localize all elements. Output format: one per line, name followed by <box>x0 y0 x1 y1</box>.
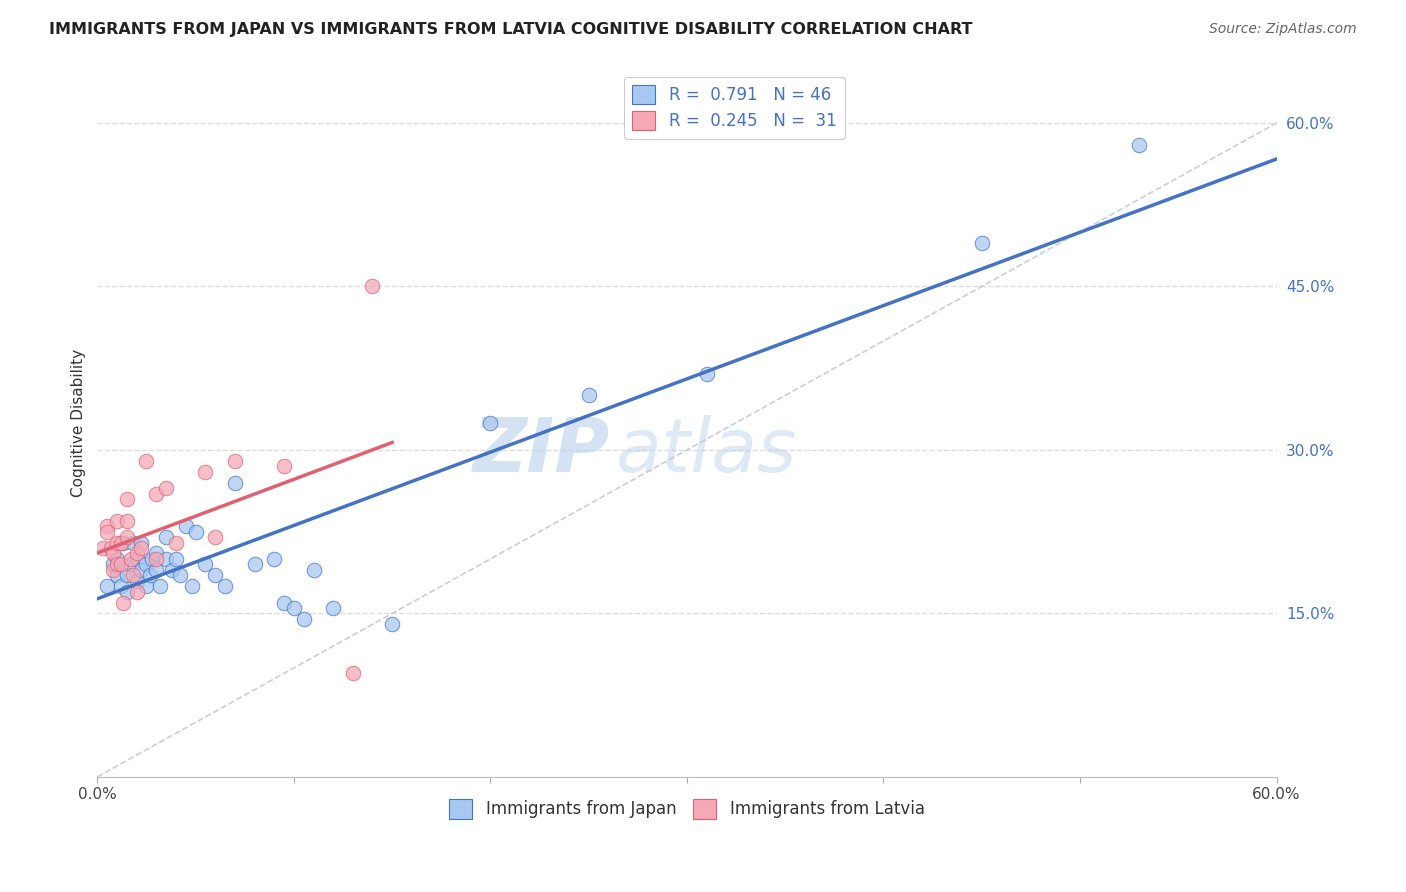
Point <box>155 552 177 566</box>
Point <box>174 519 197 533</box>
Point <box>91 541 114 555</box>
Point <box>165 535 187 549</box>
Point <box>243 558 266 572</box>
Point <box>322 601 344 615</box>
Point <box>145 563 167 577</box>
Point <box>96 579 118 593</box>
Point <box>110 558 132 572</box>
Point <box>180 579 202 593</box>
Point <box>125 584 148 599</box>
Point <box>111 535 134 549</box>
Point <box>696 367 718 381</box>
Point <box>361 279 384 293</box>
Point <box>105 535 128 549</box>
Point <box>105 558 128 572</box>
Point <box>263 552 285 566</box>
Point <box>105 514 128 528</box>
Point <box>342 666 364 681</box>
Point <box>101 546 124 560</box>
Point <box>160 563 183 577</box>
Point <box>105 552 128 566</box>
Point <box>125 552 148 566</box>
Point <box>121 568 143 582</box>
Point <box>155 530 177 544</box>
Point <box>129 535 152 549</box>
Point <box>105 568 128 582</box>
Point <box>165 552 187 566</box>
Point <box>302 563 325 577</box>
Point <box>292 612 315 626</box>
Y-axis label: Cognitive Disability: Cognitive Disability <box>72 349 86 497</box>
Point <box>101 563 124 577</box>
Point <box>204 530 226 544</box>
Point <box>115 530 138 544</box>
Point <box>204 568 226 582</box>
Point <box>224 454 246 468</box>
Point <box>479 416 502 430</box>
Text: IMMIGRANTS FROM JAPAN VS IMMIGRANTS FROM LATVIA COGNITIVE DISABILITY CORRELATION: IMMIGRANTS FROM JAPAN VS IMMIGRANTS FROM… <box>49 22 973 37</box>
Point <box>129 563 152 577</box>
Point <box>139 568 162 582</box>
Point <box>111 595 134 609</box>
Point <box>120 558 142 572</box>
Point <box>129 541 152 555</box>
Point <box>970 235 993 250</box>
Point <box>135 558 157 572</box>
Point <box>115 584 138 599</box>
Point <box>110 579 132 593</box>
Point <box>115 491 138 506</box>
Point <box>224 475 246 490</box>
Point <box>96 524 118 539</box>
Text: Source: ZipAtlas.com: Source: ZipAtlas.com <box>1209 22 1357 37</box>
Point <box>283 601 305 615</box>
Point <box>145 552 167 566</box>
Point <box>194 465 217 479</box>
Point <box>578 388 600 402</box>
Point <box>135 579 157 593</box>
Legend: Immigrants from Japan, Immigrants from Latvia: Immigrants from Japan, Immigrants from L… <box>443 793 931 825</box>
Point <box>214 579 236 593</box>
Point <box>101 558 124 572</box>
Point <box>141 552 163 566</box>
Text: atlas: atlas <box>616 415 797 487</box>
Point <box>184 524 207 539</box>
Point <box>169 568 191 582</box>
Point <box>135 454 157 468</box>
Point <box>110 535 132 549</box>
Point <box>145 486 167 500</box>
Point <box>121 535 143 549</box>
Point <box>149 579 172 593</box>
Point <box>125 574 148 588</box>
Point <box>155 481 177 495</box>
Point <box>115 568 138 582</box>
Point <box>115 514 138 528</box>
Point <box>1128 137 1150 152</box>
Point <box>273 595 295 609</box>
Point <box>273 459 295 474</box>
Point <box>145 546 167 560</box>
Text: ZIP: ZIP <box>472 415 610 488</box>
Point <box>125 546 148 560</box>
Point <box>194 558 217 572</box>
Point <box>381 617 404 632</box>
Point <box>100 541 122 555</box>
Point <box>120 552 142 566</box>
Point <box>96 519 118 533</box>
